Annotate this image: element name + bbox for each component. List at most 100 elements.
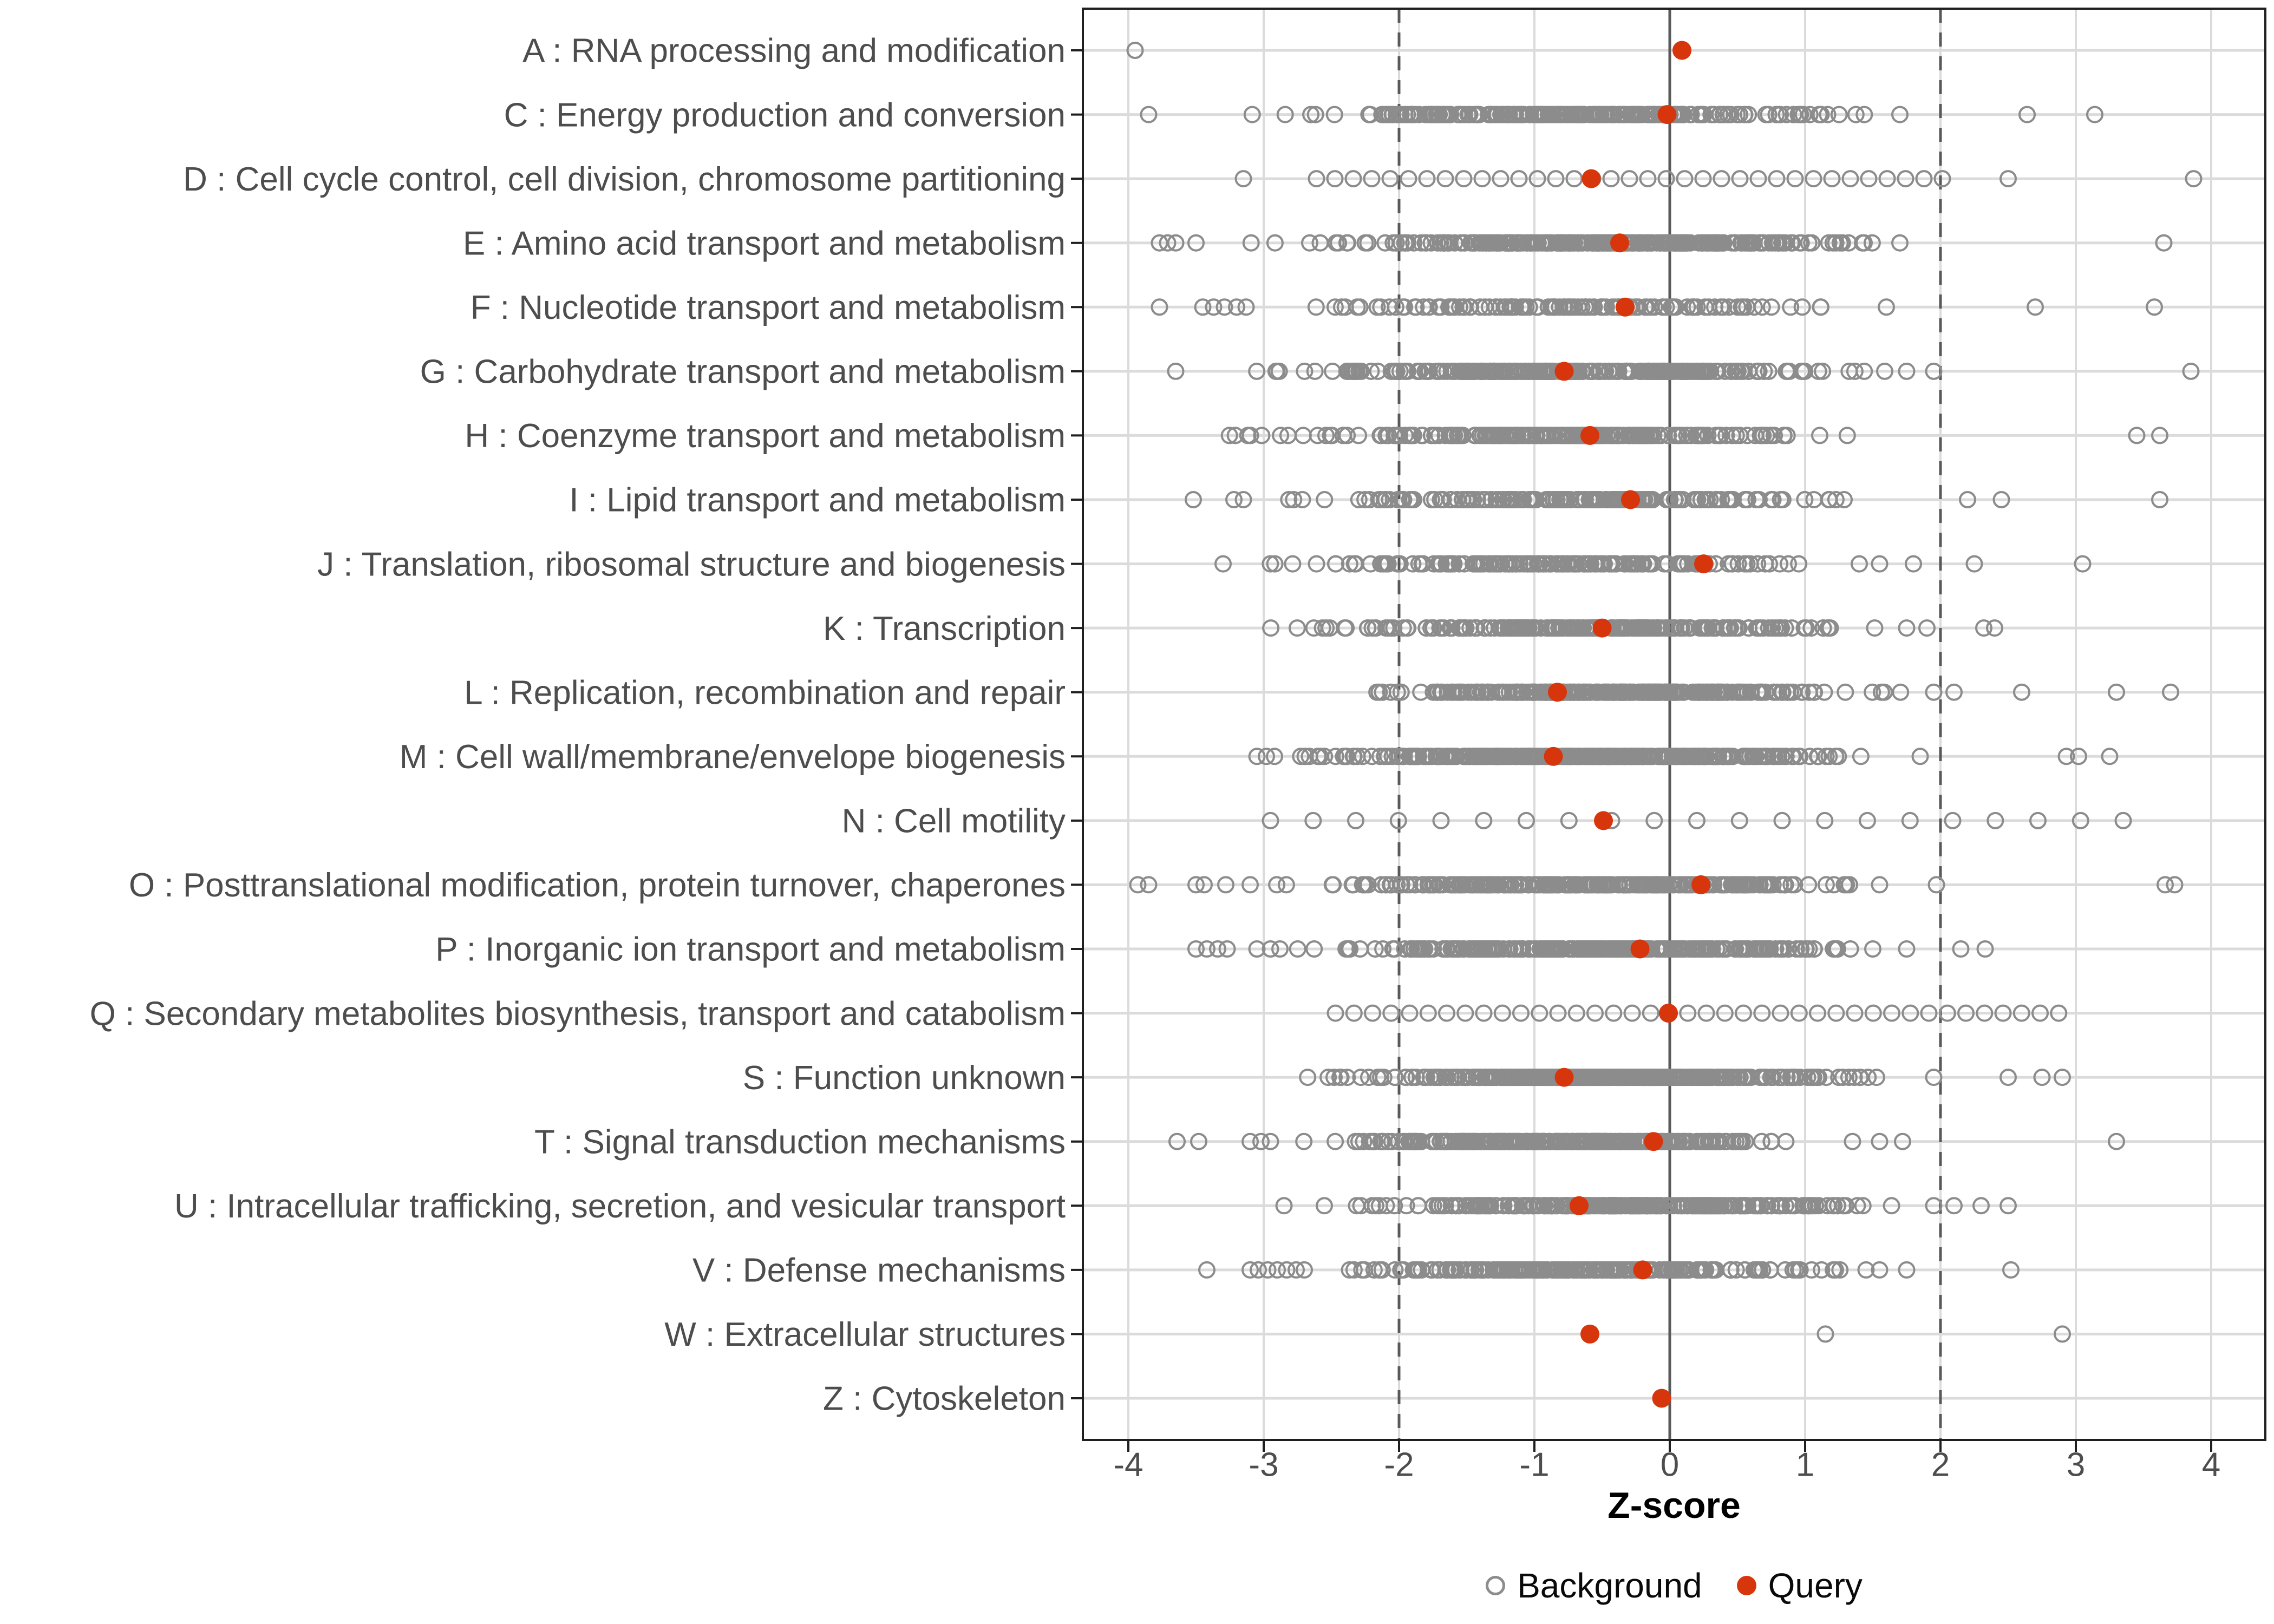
background-point: [1735, 1004, 1752, 1022]
background-point: [1526, 362, 1544, 380]
background-point: [1383, 748, 1401, 765]
background-point: [1716, 1004, 1734, 1022]
background-point: [1819, 619, 1837, 637]
background-point: [1698, 683, 1716, 701]
background-point: [1367, 619, 1384, 637]
background-point: [1729, 683, 1747, 701]
background-point: [1270, 362, 1288, 380]
row-points-A: [1126, 42, 1144, 59]
background-point: [1262, 811, 1279, 829]
background-point: [1528, 427, 1546, 444]
background-point: [1140, 106, 1158, 123]
background-point: [1345, 1004, 1363, 1022]
background-point: [2029, 811, 2047, 829]
background-point: [1440, 298, 1458, 316]
background-point: [1531, 1004, 1548, 1022]
background-point: [1471, 106, 1488, 123]
category-label-F: F : Nucleotide transport and metabolism: [471, 289, 1066, 326]
background-point: [1454, 940, 1472, 958]
background-point: [1432, 811, 1450, 829]
background-point: [1538, 940, 1556, 958]
background-point: [1381, 491, 1399, 508]
background-point: [1198, 940, 1216, 958]
background-point: [1280, 491, 1298, 508]
background-point: [1723, 555, 1741, 573]
background-point: [1187, 940, 1205, 958]
background-point: [1800, 234, 1818, 252]
background-point: [1816, 811, 1834, 829]
background-point: [1587, 683, 1605, 701]
background-point: [1301, 748, 1318, 765]
background-point: [1454, 427, 1472, 444]
background-point: [1945, 683, 1963, 701]
row-points-G: [1167, 362, 2200, 380]
background-point: [1986, 619, 2003, 637]
background-point: [2182, 362, 2200, 380]
background-point: [1370, 491, 1388, 508]
background-point: [1539, 619, 1557, 637]
background-point: [1226, 427, 1244, 444]
background-point: [1725, 234, 1743, 252]
background-point: [1422, 106, 1440, 123]
background-point: [1640, 427, 1658, 444]
background-point: [1905, 555, 1922, 573]
background-point: [1802, 619, 1820, 637]
background-point: [1314, 619, 1331, 637]
background-point: [1465, 876, 1482, 894]
background-point: [1761, 555, 1778, 573]
category-label-J: J : Translation, ribosomal structure and…: [317, 546, 1066, 583]
background-point: [1388, 683, 1406, 701]
background-point: [1766, 427, 1783, 444]
background-point: [1487, 491, 1505, 508]
background-point: [1292, 748, 1310, 765]
background-point: [1502, 298, 1520, 316]
background-point: [1707, 748, 1725, 765]
query-point-T: [1644, 1132, 1663, 1151]
background-point: [1616, 876, 1634, 894]
background-point: [1296, 748, 1314, 765]
background-point: [1805, 683, 1823, 701]
background-point: [1234, 170, 1252, 188]
background-point: [1754, 683, 1772, 701]
background-point: [1475, 1004, 1493, 1022]
background-point: [1777, 748, 1795, 765]
background-point: [1405, 234, 1423, 252]
background-point: [1689, 106, 1707, 123]
background-point: [1468, 683, 1486, 701]
background-point: [1306, 106, 1324, 123]
background-point: [1933, 170, 1951, 188]
background-point: [1805, 170, 1822, 188]
background-point: [1735, 876, 1753, 894]
background-point: [2070, 748, 2087, 765]
query-point-A: [1672, 41, 1691, 60]
row-points-Q: [1327, 1004, 2068, 1022]
background-point: [1661, 491, 1679, 508]
background-point: [1527, 619, 1545, 637]
background-point: [1531, 106, 1549, 123]
background-point: [1326, 170, 1344, 188]
background-point: [1687, 940, 1704, 958]
background-point: [1472, 876, 1489, 894]
background-point: [1482, 362, 1500, 380]
background-point: [1759, 748, 1777, 765]
background-point: [1830, 106, 1848, 123]
background-point: [1347, 811, 1364, 829]
background-point: [1537, 234, 1555, 252]
category-label-N: N : Cell motility: [842, 803, 1066, 840]
background-point: [1420, 298, 1437, 316]
background-point: [1661, 234, 1679, 252]
background-point: [1600, 683, 1618, 701]
background-point: [1478, 876, 1495, 894]
category-label-C: C : Energy production and conversion: [504, 96, 1066, 134]
background-point: [1898, 940, 1916, 958]
background-point: [1790, 748, 1808, 765]
background-point: [1307, 298, 1325, 316]
background-point: [1415, 876, 1433, 894]
background-point: [1698, 491, 1716, 508]
background-point: [1419, 1004, 1437, 1022]
background-point: [1678, 298, 1696, 316]
background-point: [1976, 940, 1994, 958]
background-point: [1576, 491, 1594, 508]
background-point: [1566, 748, 1584, 765]
